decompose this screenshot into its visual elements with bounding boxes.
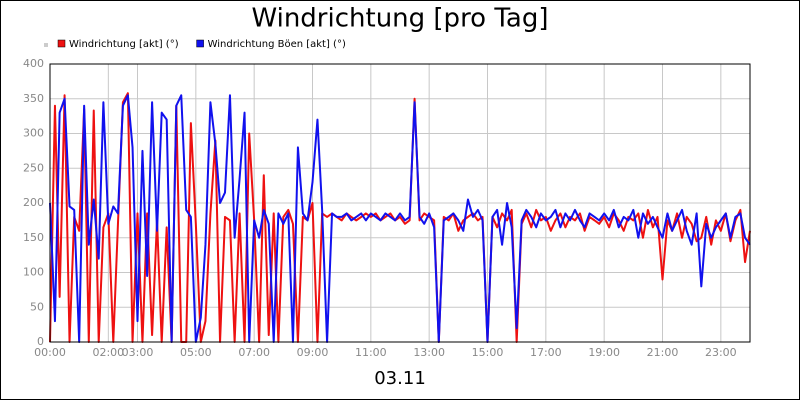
y-tick-label: 400 — [23, 57, 44, 70]
legend-swatch — [57, 39, 66, 48]
x-tick-label: 03:00 — [122, 346, 154, 359]
data-line — [49, 92, 751, 343]
y-tick-label: 200 — [23, 196, 44, 209]
x-tick-label: 13:00 — [413, 346, 445, 359]
x-tick-label: 05:00 — [180, 346, 212, 359]
y-tick-label: 50 — [30, 300, 44, 313]
chart-title: Windrichtung [pro Tag] — [251, 4, 548, 34]
x-tick-label: 17:00 — [530, 346, 562, 359]
x-tick-label: 19:00 — [588, 346, 620, 359]
x-tick-label: 15:00 — [472, 346, 504, 359]
x-tick-label: 00:00 — [34, 346, 66, 359]
data-line — [49, 94, 751, 343]
y-tick-label: 100 — [23, 266, 44, 279]
x-tick-label: 23:00 — [705, 346, 737, 359]
legend-label: Windrichtung [akt] (°) — [69, 39, 179, 50]
legend: Windrichtung [akt] (°) Windrichtung Böen … — [57, 39, 346, 50]
x-tick-label: 11:00 — [355, 346, 387, 359]
x-axis-label: 03.11 — [374, 368, 426, 389]
y-tick-label: 350 — [23, 92, 44, 105]
legend-marker — [44, 43, 48, 47]
y-tick-label: 0 — [37, 335, 44, 348]
x-tick-label: 21:00 — [647, 346, 679, 359]
x-tick-label: 09:00 — [297, 346, 329, 359]
x-tick-label: 02:00 — [92, 346, 124, 359]
legend-swatch — [196, 39, 204, 48]
legend-label: Windrichtung Böen [akt] (°) — [208, 39, 346, 50]
plot-border — [49, 63, 751, 343]
y-tick-label: 150 — [23, 231, 44, 244]
y-tick-label: 300 — [23, 127, 44, 140]
x-tick-label: 07:00 — [238, 346, 270, 359]
y-tick-label: 250 — [23, 161, 44, 174]
